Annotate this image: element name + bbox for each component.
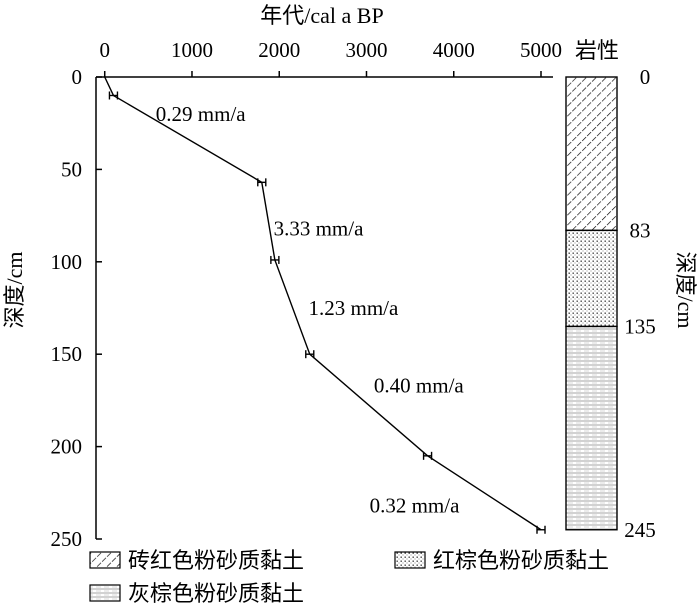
y-tick-label: 0 (72, 65, 83, 89)
x-tick-label: 3000 (345, 38, 387, 62)
rate-label: 1.23 mm/a (308, 296, 399, 320)
lithology-layer (565, 76, 618, 232)
legend-label: 砖红色粉砂质黏土 (128, 548, 304, 573)
y-tick-label: 100 (51, 250, 83, 274)
dated-point (257, 178, 267, 187)
lithology-layer (565, 325, 618, 531)
legend-swatch (394, 551, 426, 569)
legend-item: 红棕色粉砂质黏土 (394, 548, 609, 573)
legend-item: 砖红色粉砂质黏土 (89, 548, 304, 573)
rate-label: 0.40 mm/a (374, 374, 465, 398)
depth-boundary-label: 0 (640, 65, 651, 89)
rate-annotations: 0.29 mm/a 3.33 mm/a 1.23 mm/a 0.40 mm/a 0.32… (156, 102, 465, 518)
legend-swatch (89, 584, 121, 602)
x-tick-label: 1000 (171, 38, 213, 62)
rate-label: 0.29 mm/a (156, 102, 247, 126)
legend-label: 红棕色粉砂质黏土 (433, 548, 609, 573)
dated-point (270, 255, 280, 264)
x-axis: 0 1000 2000 3000 4000 5000 (96, 38, 562, 78)
x-tick-label: 5000 (520, 38, 562, 62)
x-tick-label: 2000 (258, 38, 300, 62)
y-axis-label: 深度/cm (2, 252, 27, 329)
legend-label: 灰棕色粉砂质黏土 (128, 581, 304, 606)
rate-label: 3.33 mm/a (274, 217, 365, 241)
x-tick-label: 0 (99, 38, 110, 62)
x-tick-label: 4000 (433, 38, 475, 62)
lithology-title: 岩性 (575, 38, 619, 63)
lithology-axis-label: 深度/cm (673, 252, 698, 329)
dated-point (108, 91, 119, 100)
depth-boundary-label: 135 (624, 314, 656, 338)
depth-boundary-label: 245 (624, 518, 656, 542)
rate-label: 0.32 mm/a (370, 494, 461, 518)
dated-point (422, 451, 433, 460)
lithology-column: 0 83 135 245 (565, 65, 656, 542)
legend-swatch (89, 551, 121, 569)
legend-item: 灰棕色粉砂质黏土 (89, 581, 304, 606)
y-axis: 0 50 100 150 200 250 (51, 65, 102, 551)
y-tick-label: 50 (61, 157, 82, 181)
lithology-layer (565, 229, 618, 328)
depth-boundary-label: 83 (630, 218, 651, 242)
series-layer (104, 76, 546, 534)
y-tick-label: 200 (51, 435, 83, 459)
dated-point (536, 525, 546, 534)
y-tick-label: 150 (51, 342, 83, 366)
dated-point (305, 350, 315, 359)
y-tick-label: 250 (51, 527, 83, 551)
x-axis-label: 年代/cal a BP (260, 3, 383, 28)
